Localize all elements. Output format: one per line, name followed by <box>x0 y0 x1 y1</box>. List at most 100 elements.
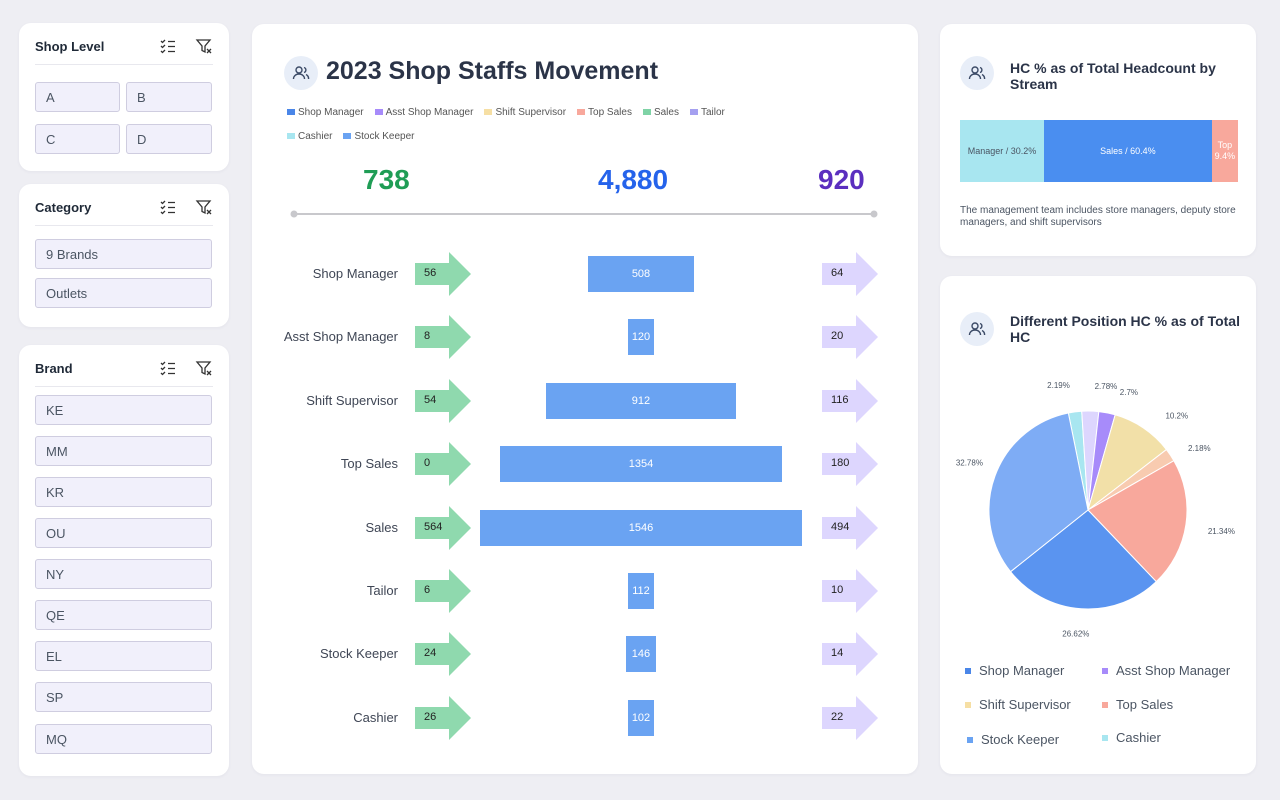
multi-select-icon[interactable] <box>159 198 177 216</box>
brand-option[interactable]: MQ <box>35 724 212 754</box>
brand-option[interactable]: QE <box>35 600 212 630</box>
legend-item-top-sales: Top Sales <box>577 106 632 118</box>
position-pie-card: Different Position HC % as of Total HC 2… <box>940 276 1256 774</box>
row-label-cashier: Cashier <box>353 709 398 725</box>
pie-slice-top-sales[interactable] <box>1087 460 1188 583</box>
legend-label: Top Sales <box>1116 697 1174 712</box>
legend-item-cashier: Cashier <box>287 130 332 142</box>
shop-level-option-d[interactable]: D <box>126 124 212 154</box>
pie-slice-shop-manager[interactable] <box>1009 509 1158 610</box>
shop-level-option-c[interactable]: C <box>35 124 120 154</box>
pie-label-top-sales-light: 2.18% <box>1188 444 1211 453</box>
category-filter: Category 9 Brands Outlets <box>19 184 229 327</box>
pie-slice-stock-keeper[interactable] <box>988 412 1089 573</box>
brand-option[interactable]: KR <box>35 477 212 507</box>
headcount-bar-asst-shop-manager: 120 <box>628 319 654 356</box>
shop-level-option-a[interactable]: A <box>35 82 120 112</box>
multi-select-icon[interactable] <box>159 359 177 377</box>
clear-filter-icon[interactable] <box>195 198 213 216</box>
multi-select-icon[interactable] <box>159 37 177 55</box>
brand-option[interactable]: MM <box>35 436 212 466</box>
filter-title: Category <box>35 200 92 215</box>
legend-label: Asst Shop Manager <box>1116 663 1231 678</box>
in-arrow-value: 0 <box>424 457 431 470</box>
legend-label: Top Sales <box>588 106 632 118</box>
brand-option[interactable]: KE <box>35 395 212 425</box>
legend-item-sales: Sales <box>642 106 679 118</box>
brand-option[interactable]: SP <box>35 682 212 712</box>
legend-label: Cashier <box>298 130 333 142</box>
position-pie-chart: 2.19% 2.78%2.7% 10.2% 2.18% 21.34% 26.62% 32.7… <box>956 381 1235 639</box>
brand-option[interactable]: OU <box>35 518 212 548</box>
pie-legend-item-stock-keeper[interactable]: Stock Keeper <box>967 732 1059 747</box>
legend-dot <box>1102 667 1108 674</box>
legend-dot <box>965 701 971 708</box>
users-icon <box>960 312 994 346</box>
in-arrow-value: 6 <box>424 584 431 596</box>
out-arrow: 64 <box>822 252 878 296</box>
brand-option[interactable]: EL <box>35 641 212 671</box>
headcount-bar-tailor: 112 <box>628 573 654 609</box>
legend-swatch <box>484 109 493 115</box>
total-in: 738 <box>363 164 410 195</box>
legend-label: Sales <box>653 106 679 118</box>
pie-legend-item-cashier[interactable]: Cashier <box>1102 730 1161 745</box>
out-arrow: 116 <box>822 378 878 423</box>
brand-option[interactable]: NY <box>35 559 212 589</box>
shop-level-option-b[interactable]: B <box>126 82 212 112</box>
legend-label: Stock Keeper <box>354 130 415 142</box>
legend-swatch <box>689 109 698 115</box>
in-arrow: 54 <box>415 378 471 423</box>
filter-title: Shop Level <box>35 39 105 54</box>
filter-header: Brand <box>35 359 213 387</box>
in-arrow: 26 <box>415 695 471 740</box>
legend-dot <box>965 667 971 674</box>
in-arrow: 564 <box>415 505 471 550</box>
out-arrow-value: 14 <box>831 647 844 660</box>
out-arrow-value: 116 <box>831 393 849 406</box>
pie-label-shop-manager: 26.62% <box>1062 630 1089 639</box>
legend-label: Shift Supervisor <box>979 697 1071 712</box>
pie-label-tailor: 2.78% <box>1095 382 1118 391</box>
legend-swatch <box>642 109 651 115</box>
legend-label: Shift Supervisor <box>495 106 567 118</box>
out-arrow-value: 180 <box>831 457 850 470</box>
row-label-shop-manager: Shop Manager <box>312 266 398 281</box>
legend-swatch <box>374 109 383 115</box>
stream-segment-2: Sales / 60.4% <box>1043 120 1212 182</box>
out-arrow: 494 <box>822 505 878 550</box>
out-arrow: 20 <box>822 315 878 360</box>
legend-label: Tailor <box>700 106 725 118</box>
in-arrow: 0 <box>415 442 471 487</box>
in-arrow: 56 <box>415 252 471 296</box>
legend-item-shift-supervisor: Shift Supervisor <box>484 106 566 118</box>
row-label-top-sales: Top Sales <box>340 456 398 472</box>
clear-filter-icon[interactable] <box>195 359 213 377</box>
total-out: 920 <box>818 164 865 195</box>
legend-dot <box>967 736 973 743</box>
filter-title: Brand <box>35 361 73 376</box>
clear-filter-icon[interactable] <box>195 37 213 55</box>
row-label-stock-keeper: Stock Keeper <box>319 646 398 662</box>
filter-header: Category <box>35 198 213 226</box>
brand-filter: Brand KE MM KR OU NY QE EL SP MQ <box>19 345 229 776</box>
timeline-line <box>290 210 878 218</box>
pie-legend-item-asst-shop-manager[interactable]: Asst Shop Manager <box>1102 663 1230 678</box>
users-icon <box>960 56 994 90</box>
headcount-bar-sales: 1546 <box>480 509 802 546</box>
movement-legend: Shop Manager Asst Shop Manager Shift Super… <box>287 106 847 142</box>
in-arrow-value: 26 <box>424 710 437 723</box>
category-option-outlets[interactable]: Outlets <box>35 278 212 308</box>
row-label-asst-shop-manager: Asst Shop Manager <box>283 329 398 345</box>
pie-legend-item-top-sales[interactable]: Top Sales <box>1102 697 1173 712</box>
row-label-tailor: Tailor <box>366 583 398 598</box>
pie-legend-item-shop-manager[interactable]: Shop Manager <box>965 663 1064 678</box>
category-option-9-brands[interactable]: 9 Brands <box>35 239 212 269</box>
pie-legend-item-shift-supervisor[interactable]: Shift Supervisor <box>965 697 1071 712</box>
in-arrow-value: 54 <box>424 393 437 406</box>
legend-label: Stock Keeper <box>981 732 1060 747</box>
pie-label-cashier: 2.19% <box>1047 381 1070 390</box>
stream-headcount-card: HC % as of Total Headcount by Stream Man… <box>940 24 1256 256</box>
row-label-shift-supervisor: Shift Supervisor <box>306 392 398 408</box>
stream-card-title: HC % as of Total Headcount by Stream <box>1010 60 1216 92</box>
